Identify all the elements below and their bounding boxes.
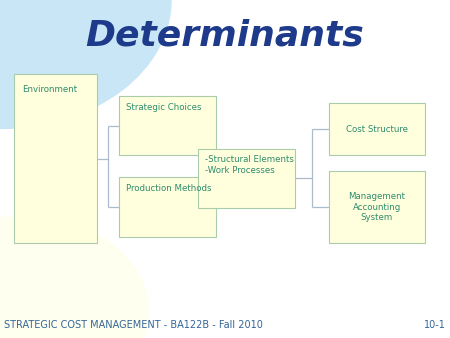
FancyBboxPatch shape bbox=[119, 96, 216, 155]
FancyBboxPatch shape bbox=[198, 149, 295, 208]
FancyBboxPatch shape bbox=[14, 74, 97, 243]
Text: -Structural Elements
-Work Processes: -Structural Elements -Work Processes bbox=[205, 155, 293, 175]
Text: STRATEGIC COST MANAGEMENT - BA122B - Fall 2010: STRATEGIC COST MANAGEMENT - BA122B - Fal… bbox=[4, 319, 263, 330]
FancyBboxPatch shape bbox=[328, 103, 425, 155]
FancyBboxPatch shape bbox=[328, 171, 425, 243]
Text: Strategic Choices: Strategic Choices bbox=[126, 103, 202, 112]
Text: Cost Structure: Cost Structure bbox=[346, 125, 408, 134]
Text: Environment: Environment bbox=[22, 84, 77, 94]
FancyBboxPatch shape bbox=[119, 177, 216, 237]
Text: Production Methods: Production Methods bbox=[126, 184, 212, 193]
Text: Determinants: Determinants bbox=[86, 19, 365, 52]
Text: 10-1: 10-1 bbox=[423, 319, 446, 330]
Circle shape bbox=[0, 0, 171, 128]
Text: Management
Accounting
System: Management Accounting System bbox=[348, 192, 405, 222]
Circle shape bbox=[0, 216, 148, 338]
